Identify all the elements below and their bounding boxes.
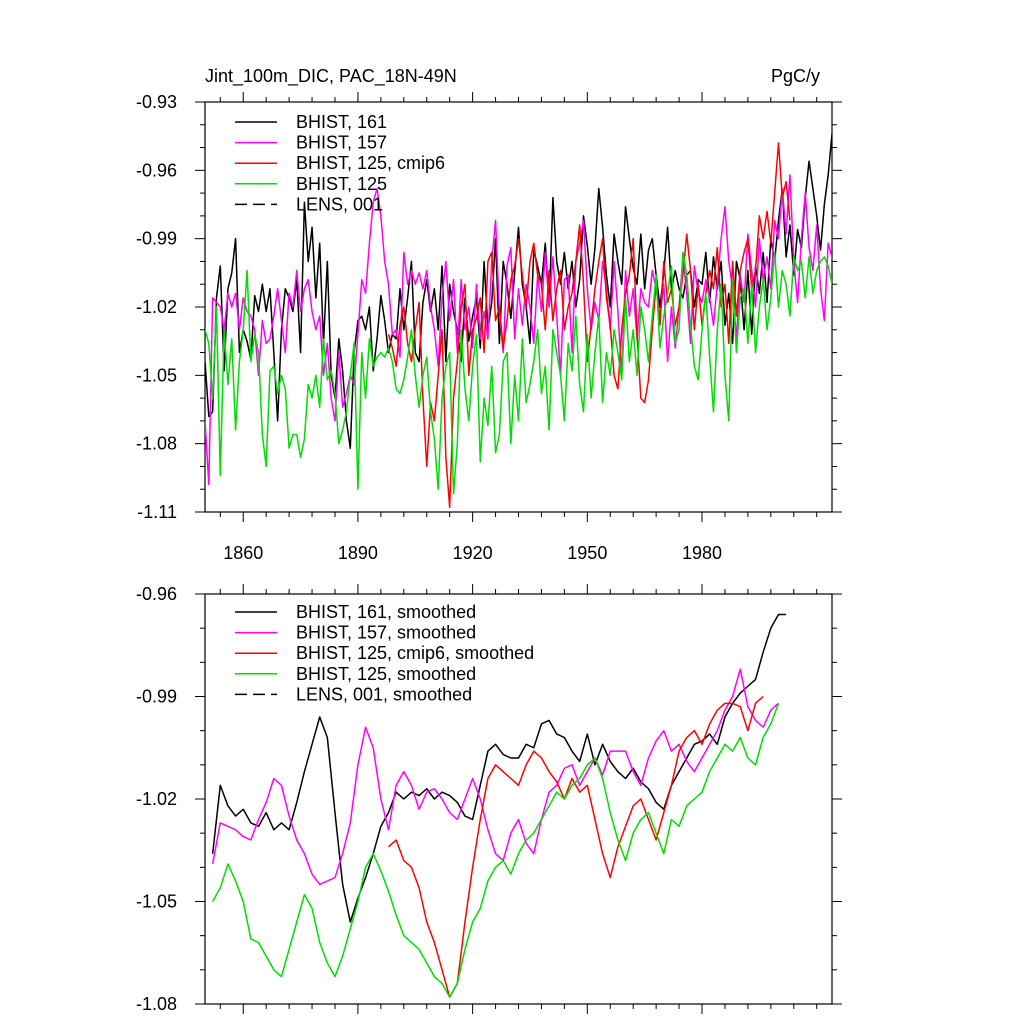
top-x-tick-label-1950: 1950 [567, 543, 607, 563]
legend-label-bhist-157-smoothed: BHIST, 157, smoothed [296, 623, 476, 643]
bottom-series-group [211, 613, 787, 998]
top-y-tick-label-1-08: -1.08 [136, 434, 177, 454]
series-line-bhist-125-smoothed [211, 703, 780, 998]
top-y-tick-label-0-93: -0.93 [136, 92, 177, 112]
legend-label-lens-001: LENS, 001 [296, 194, 383, 214]
legend-label-bhist-125-cmip6-smoothed: BHIST, 125, cmip6, smoothed [296, 643, 534, 663]
series-line-bhist-161-smoothed [211, 613, 787, 923]
top-y-tick-label-0-96: -0.96 [136, 160, 177, 180]
legend-label-bhist-161-smoothed: BHIST, 161, smoothed [296, 602, 476, 622]
legend-label-bhist-161: BHIST, 161 [296, 112, 387, 132]
series-line-bhist-125-cmip6-smoothed [388, 695, 764, 998]
bottom-y-tick-label-1-05: -1.05 [136, 892, 177, 912]
legend-label-bhist-125-smoothed: BHIST, 125, smoothed [296, 664, 476, 684]
bottom-y-tick-label-1-08: -1.08 [136, 994, 177, 1014]
legend-label-bhist-125: BHIST, 125 [296, 174, 387, 194]
units-label: PgC/y [771, 66, 820, 86]
top-x-tick-label-1890: 1890 [338, 543, 378, 563]
top-x-tick-label-1860: 1860 [223, 543, 263, 563]
panel-top: Jint_100m_DIC, PAC_18N-49N PgC/y 1860 1890 1… [136, 66, 842, 563]
series-line-bhist-125 [205, 251, 832, 495]
chart-title: Jint_100m_DIC, PAC_18N-49N [205, 66, 457, 87]
series-line-bhist-125-cmip6 [387, 142, 791, 509]
top-x-tick-label-1920: 1920 [453, 543, 493, 563]
bottom-y-tick-label-0-96: -0.96 [136, 584, 177, 604]
series-line-bhist-157-smoothed [211, 668, 779, 886]
legend-label-bhist-125-cmip6: BHIST, 125, cmip6 [296, 153, 445, 173]
top-y-tick-label-1-02: -1.02 [136, 297, 177, 317]
legend-label-lens-001-smoothed: LENS, 001, smoothed [296, 684, 472, 704]
top-y-tick-label-1-11: -1.11 [137, 502, 177, 522]
bottom-y-tick-label-0-99: -0.99 [136, 687, 177, 707]
top-y-tick-label-0-99: -0.99 [136, 229, 177, 249]
bottom-y-tick-label-1-02: -1.02 [136, 789, 177, 809]
panel-bottom: -0.96 -0.99 -1.02 -1.05 -1.08 BHIST, 161, smo… [136, 584, 842, 1014]
legend-label-bhist-157: BHIST, 157 [296, 133, 387, 153]
top-x-tick-label-1980: 1980 [682, 543, 722, 563]
top-series-group [205, 133, 832, 509]
top-y-tick-label-1-05: -1.05 [136, 365, 177, 385]
